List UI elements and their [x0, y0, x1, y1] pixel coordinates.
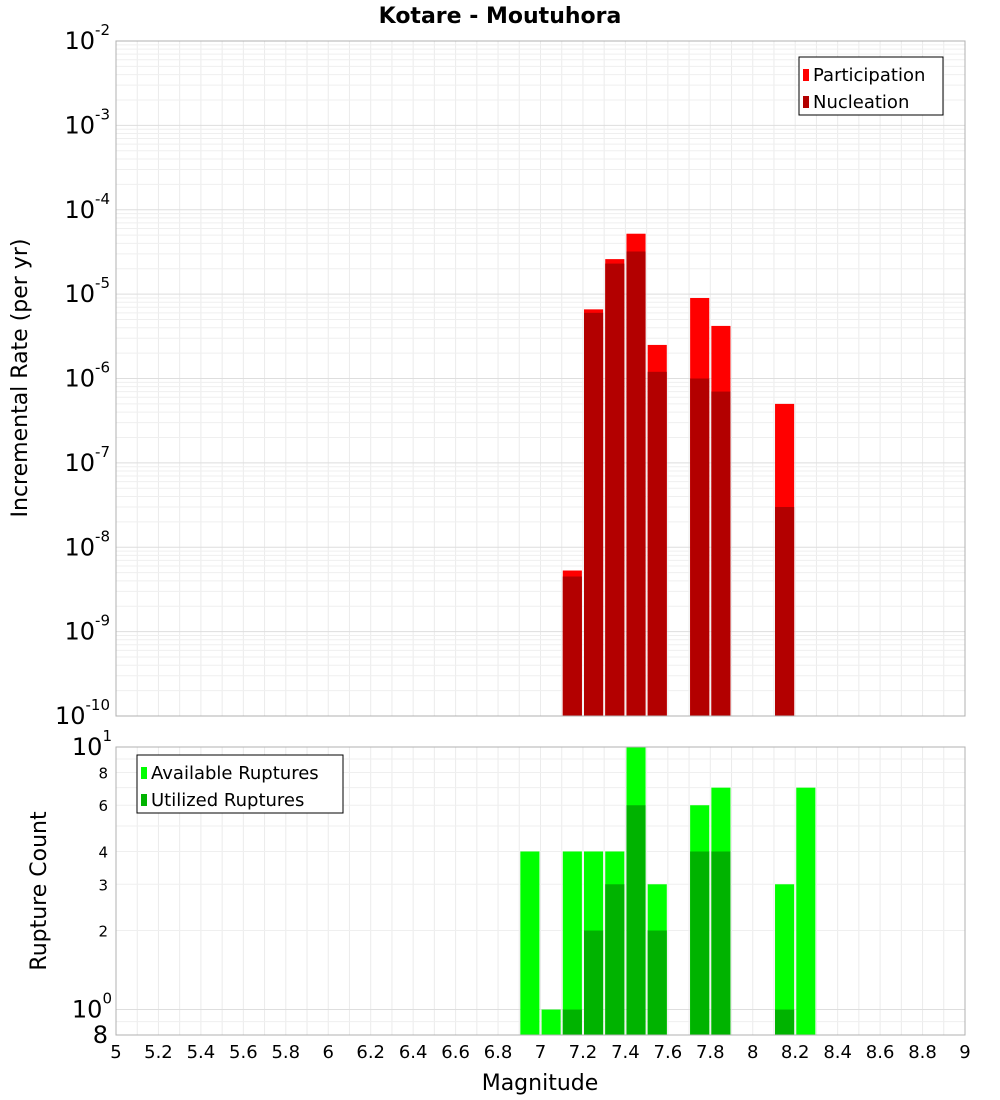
x-tick-label: 5 — [110, 1042, 121, 1063]
legend-label: Nucleation — [813, 92, 909, 113]
x-tick-label: 5.2 — [144, 1042, 173, 1063]
y-tick-label: 3 — [98, 876, 108, 894]
x-tick-label: 5.6 — [229, 1042, 258, 1063]
bar-available-ruptures — [775, 884, 795, 1035]
y-tick-label: 10-8 — [64, 527, 110, 561]
bar-nucleation — [584, 312, 604, 716]
bar-nucleation — [626, 251, 646, 716]
bar-nucleation — [562, 576, 582, 716]
x-tick-label: 5.4 — [187, 1042, 216, 1063]
x-tick-label: 8.8 — [908, 1042, 937, 1063]
bar-available-ruptures — [562, 851, 582, 1035]
x-tick-label: 8 — [747, 1042, 758, 1063]
legend-label: Available Ruptures — [151, 763, 319, 784]
x-tick-label: 6.4 — [399, 1042, 428, 1063]
y-tick-label: 10-5 — [64, 274, 110, 308]
bar-utilized-ruptures — [562, 1009, 582, 1035]
legend-swatch — [141, 767, 147, 779]
y-tick-label: 10-6 — [64, 359, 110, 393]
x-tick-label: 7.2 — [569, 1042, 598, 1063]
bar-nucleation — [605, 263, 625, 716]
x-tick-label: 6.6 — [441, 1042, 470, 1063]
top-y-axis-label: Incremental Rate (per yr) — [8, 239, 33, 518]
bar-available-ruptures — [520, 851, 540, 1035]
x-tick-label: 7 — [535, 1042, 546, 1063]
x-tick-label: 8.4 — [823, 1042, 852, 1063]
legend-box — [798, 56, 944, 116]
x-tick-label: 9 — [959, 1042, 970, 1063]
x-tick-label: 8.2 — [781, 1042, 810, 1063]
x-tick-label: 8.6 — [866, 1042, 895, 1063]
bar-nucleation — [647, 371, 667, 716]
y-tick-label: 100 — [72, 990, 112, 1024]
y-tick-label: 4 — [98, 843, 108, 861]
top-plot-frame — [115, 40, 966, 717]
y-tick-label: 10-10 — [55, 696, 110, 730]
bar-utilized-ruptures — [711, 851, 731, 1035]
y-tick-label: 10-3 — [64, 105, 110, 139]
legend-label: Utilized Ruptures — [151, 790, 304, 811]
legend-box — [136, 754, 344, 814]
y-tick-label: 8 — [98, 764, 108, 782]
legend-swatch — [141, 794, 147, 806]
bar-utilized-ruptures — [690, 851, 710, 1035]
legend-swatch — [803, 96, 809, 108]
bar-utilized-ruptures — [626, 805, 646, 1035]
top-y-tick-labels: 10-10 10-9 10-8 10-7 10-6 10-5 10-4 10-3 10-2 — [55, 21, 110, 730]
y-tick-label: 10-4 — [64, 190, 110, 224]
bottom-legend: Available Ruptures Utilized Ruptures — [136, 754, 344, 814]
y-tick-label: 2 — [98, 923, 108, 941]
y-tick-label: 6 — [98, 797, 108, 815]
legend-swatch — [803, 69, 809, 81]
bar-utilized-ruptures — [775, 1009, 795, 1035]
bar-utilized-ruptures — [647, 930, 667, 1035]
x-tick-label: 6.2 — [356, 1042, 385, 1063]
top-legend: Participation Nucleation — [798, 56, 944, 116]
x-tick-label: 5.8 — [271, 1042, 300, 1063]
legend-label: Participation — [813, 65, 925, 86]
x-tick-label: 7.8 — [696, 1042, 725, 1063]
y-tick-label: 8 — [93, 1021, 108, 1049]
x-tick-label: 6.8 — [484, 1042, 513, 1063]
bar-nucleation — [775, 506, 795, 716]
y-tick-label: 101 — [72, 727, 112, 761]
y-tick-label: 10-7 — [64, 443, 110, 477]
top-chart-bars — [562, 233, 795, 716]
x-axis-label: Magnitude — [482, 1071, 599, 1096]
x-tick-label: 7.4 — [611, 1042, 640, 1063]
bar-nucleation — [690, 378, 710, 716]
bar-available-ruptures — [541, 1009, 561, 1035]
bottom-chart-bars — [520, 747, 816, 1035]
bar-nucleation — [711, 391, 731, 716]
x-tick-labels: 5 5.2 5.4 5.6 5.8 6 6.2 6.4 6.6 6.8 7 7.2 7.4 7.6 7.8 8… — [110, 1042, 970, 1063]
y-tick-label: 10-9 — [64, 612, 110, 646]
chart-title: Kotare - Moutuhora — [379, 4, 622, 29]
x-tick-label: 6 — [323, 1042, 334, 1063]
bar-utilized-ruptures — [605, 884, 625, 1035]
bar-available-ruptures — [796, 787, 816, 1035]
bottom-y-axis-label: Rupture Count — [27, 811, 52, 971]
bar-utilized-ruptures — [584, 930, 604, 1035]
y-tick-label: 10-2 — [64, 21, 110, 55]
x-tick-label: 7.6 — [654, 1042, 683, 1063]
bottom-plot-frame — [115, 746, 966, 1036]
top-chart-grid — [115, 40, 966, 717]
